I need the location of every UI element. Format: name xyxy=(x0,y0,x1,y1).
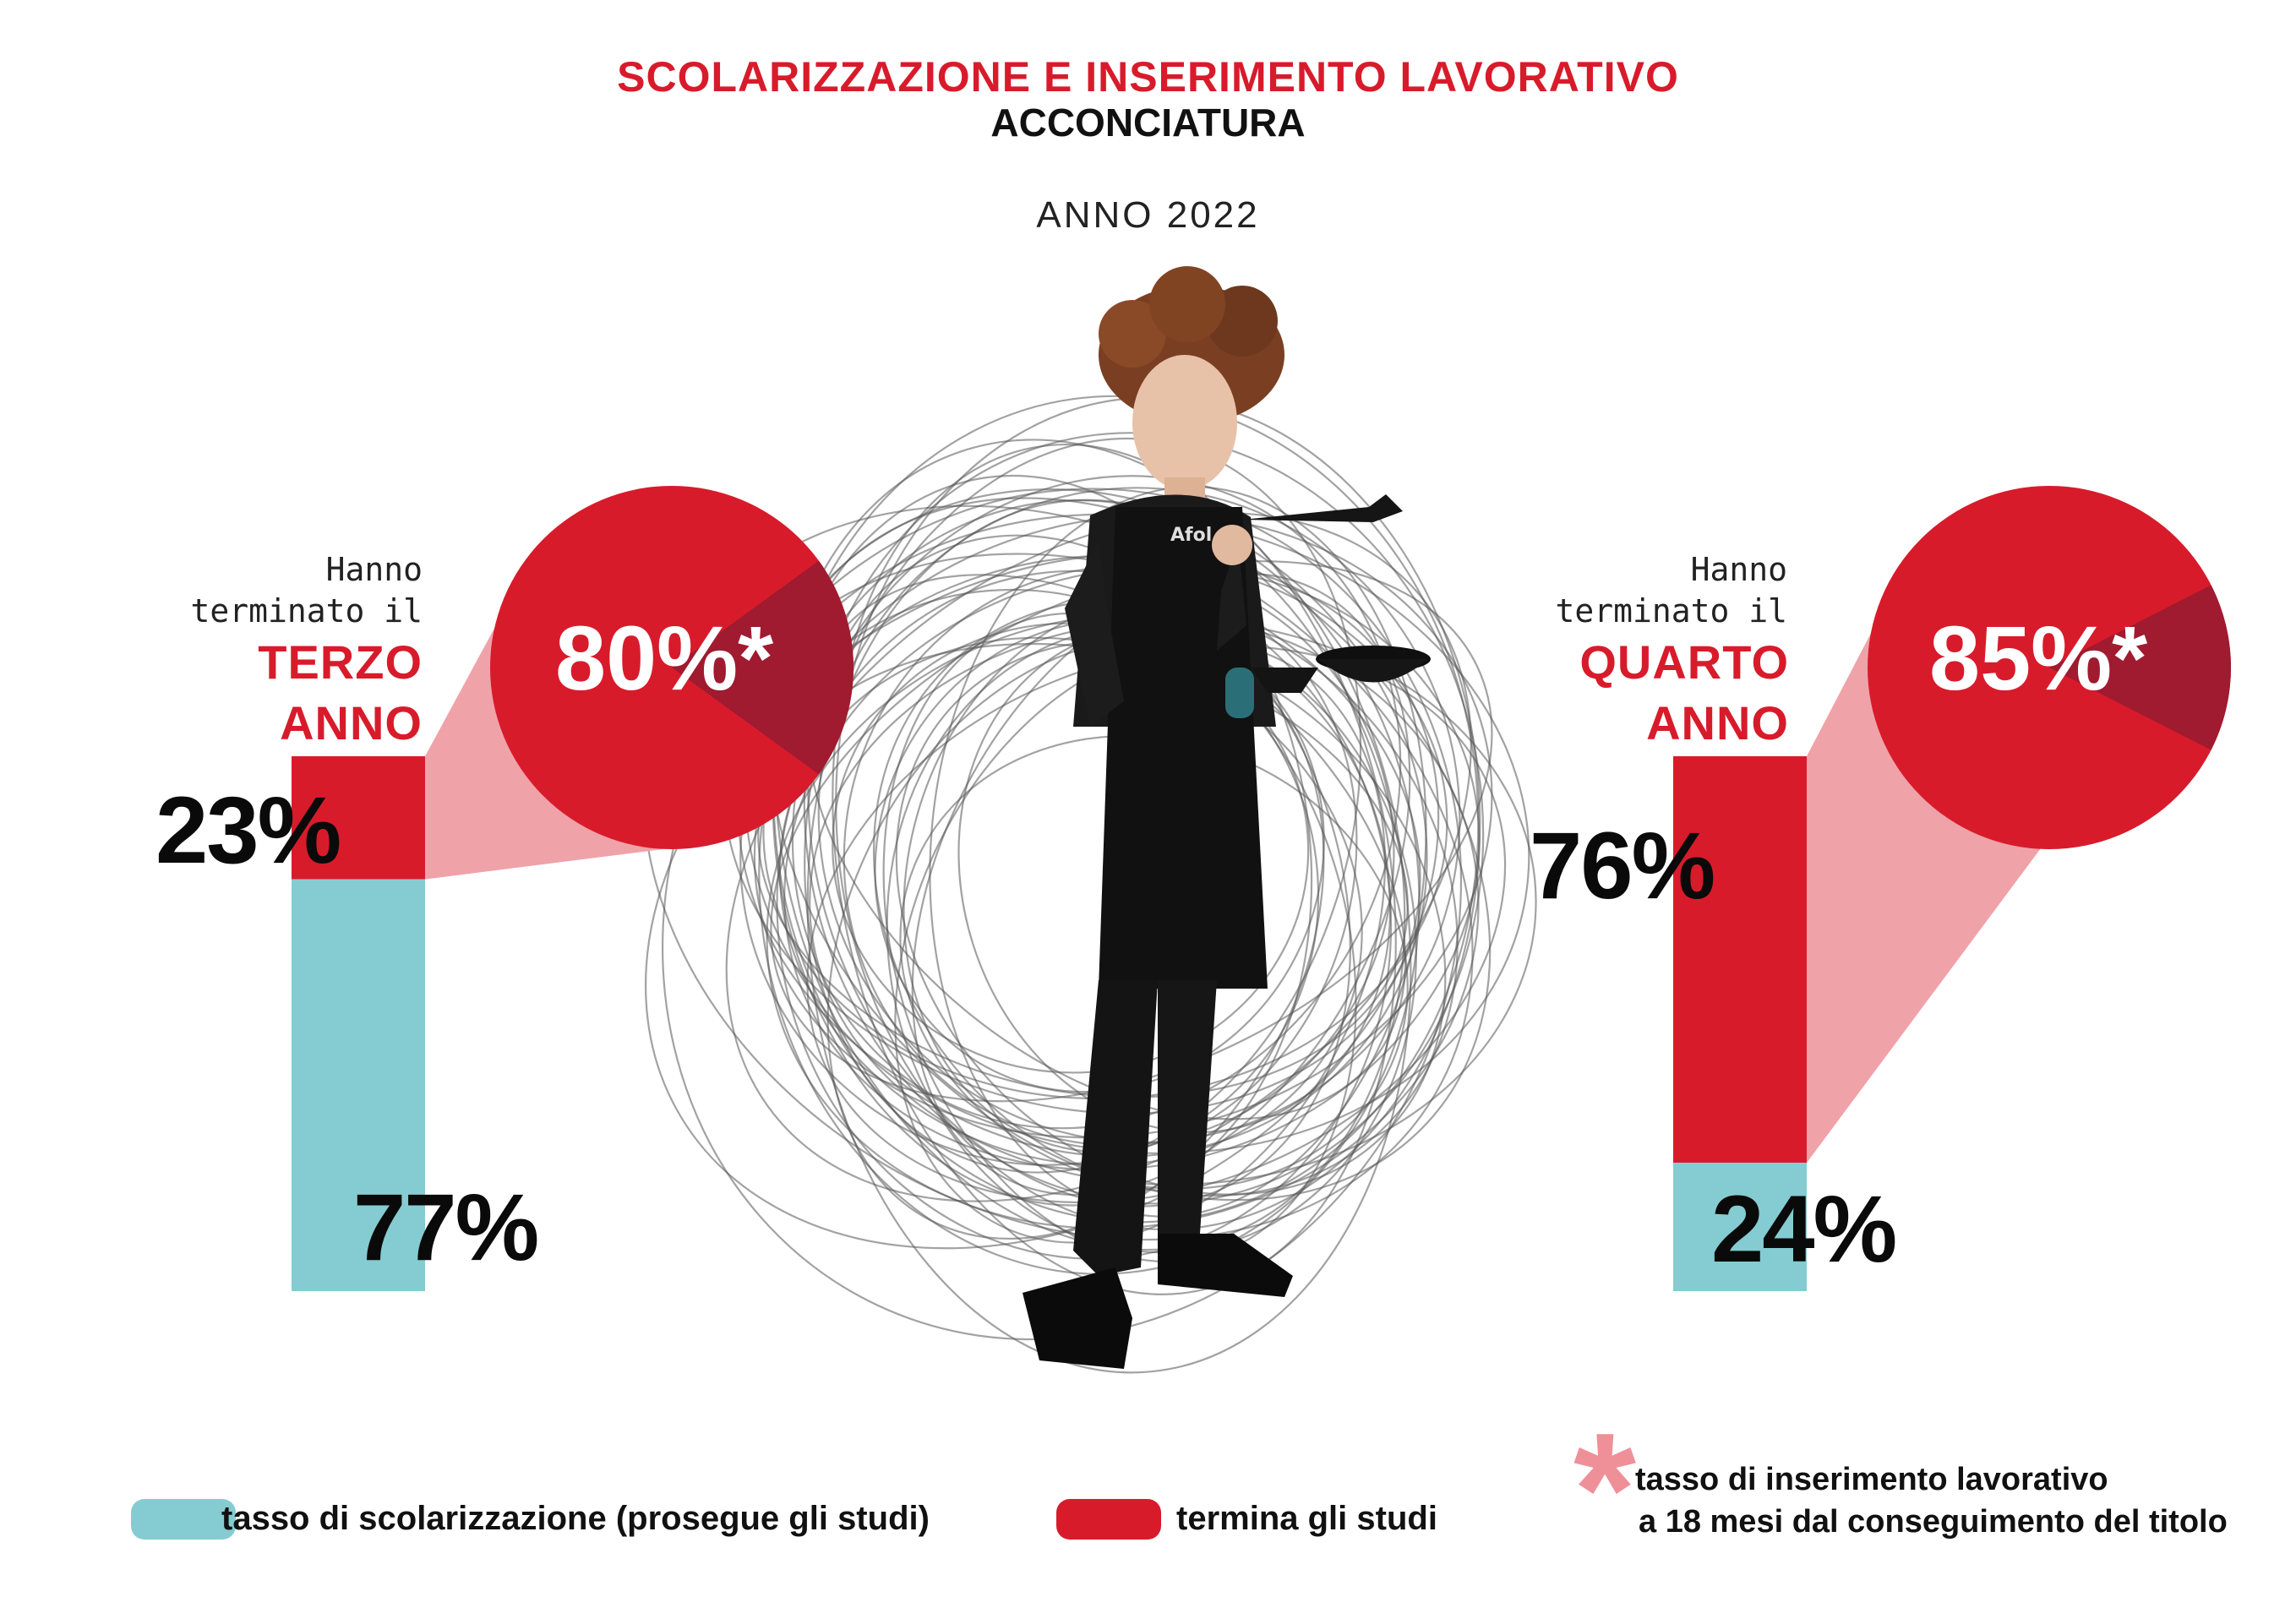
footnote: tasso di inserimento lavorativo a 18 mes… xyxy=(1635,1458,2228,1543)
legend-swatch-termina xyxy=(1056,1499,1161,1540)
legend-label-termina: termina gli studi xyxy=(1176,1500,1437,1537)
bar-termina-gli-studi xyxy=(292,756,425,880)
asterisk-icon: * xyxy=(1573,1400,1636,1579)
chart-subtitle: ACCONCIATURA xyxy=(990,101,1306,144)
hairdresser-figure: Afol xyxy=(1023,266,1431,1369)
pie-slice-remaining xyxy=(672,560,854,775)
lead-terzo: Hanno terminato il TERZO ANNO xyxy=(169,549,423,754)
legend-label-scolarizzazione: tasso di scolarizzazione (prosegue gli s… xyxy=(221,1500,930,1537)
scribble-loop xyxy=(895,640,1447,1196)
group-terzo-anno xyxy=(292,486,854,1291)
data-label-termina-quarto: 76% xyxy=(1530,813,1715,918)
scribble-loop xyxy=(770,560,1493,1103)
scribble-loop xyxy=(911,572,1411,1196)
legend-swatch-scolarizzazione xyxy=(131,1499,236,1540)
data-label-scolarizzazione-quarto: 24% xyxy=(1711,1176,1897,1282)
scribble-loop xyxy=(894,641,1386,1244)
pie-connector xyxy=(1807,542,2041,1164)
year-label: ANNO 2022 xyxy=(1036,194,1260,236)
data-label-scolarizzazione-terzo: 77% xyxy=(353,1175,539,1280)
lead-line-1: Hanno xyxy=(1690,551,1787,588)
bar-scolarizzazione xyxy=(1673,1163,1807,1291)
lead-line-1: Hanno xyxy=(325,551,423,588)
group-quarto-anno xyxy=(1673,486,2231,1291)
lead-line-2: terminato il xyxy=(190,592,423,630)
lead-line-2: terminato il xyxy=(1555,592,1787,630)
lead-quarto: Hanno terminato il QUARTO ANNO xyxy=(1534,549,1789,754)
svg-text:Afol: Afol xyxy=(1170,525,1212,546)
pie-slice-remaining xyxy=(2049,585,2231,750)
scribble-loop xyxy=(758,499,1421,1275)
bar-termina-gli-studi xyxy=(1673,756,1807,1164)
group-label-quarto-anno: QUARTO ANNO xyxy=(1579,635,1789,749)
chart-title: SCOLARIZZAZIONE E INSERIMENTO LAVORATIVO xyxy=(617,53,1679,101)
pie-label-terzo: 80%* xyxy=(555,607,774,709)
pie-label-quarto: 85%* xyxy=(1929,607,2148,709)
data-label-termina-terzo: 23% xyxy=(155,777,341,883)
footnote-line-1: tasso di inserimento lavorativo xyxy=(1635,1462,2108,1497)
footnote-line-2: a 18 mesi dal conseguimento del titolo xyxy=(1639,1504,2228,1540)
group-label-terzo-anno: TERZO ANNO xyxy=(258,635,423,749)
scribble-loop xyxy=(783,565,1481,1171)
bar-scolarizzazione xyxy=(292,879,425,1291)
